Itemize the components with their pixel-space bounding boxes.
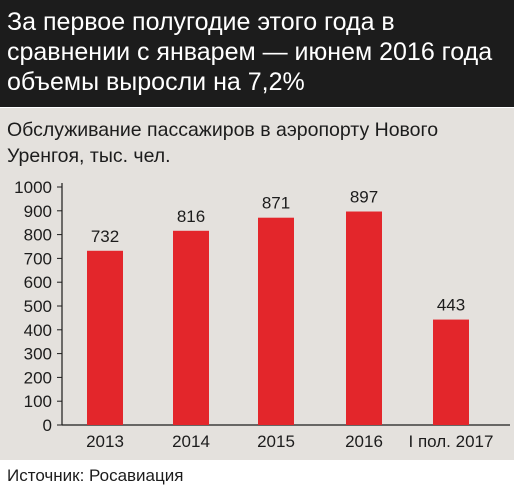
chart-panel: [0, 108, 514, 460]
y-tick-label: 0: [43, 416, 52, 435]
data-label: 816: [177, 207, 205, 226]
bar: [433, 319, 469, 425]
headline: За первое полугодие этого года в сравнен…: [7, 8, 493, 96]
x-category-label: 2016: [345, 432, 383, 451]
bar: [173, 230, 209, 425]
data-label: 443: [437, 296, 465, 315]
x-category-label: 2014: [172, 432, 210, 451]
y-tick-label: 900: [24, 202, 52, 221]
x-category-label: I пол. 2017: [409, 432, 494, 451]
data-label: 871: [262, 194, 290, 213]
x-category-label: 2015: [257, 432, 295, 451]
chart-title: Обслуживание пассажиров в аэропорту Ново…: [7, 119, 439, 167]
source-note: Источник: Росавиация: [7, 466, 184, 485]
y-tick-label: 300: [24, 345, 52, 364]
y-tick-label: 700: [24, 249, 52, 268]
y-tick-label: 800: [24, 226, 52, 245]
x-category-label: 2013: [86, 432, 124, 451]
y-tick-label: 500: [24, 297, 52, 316]
bar: [87, 250, 123, 425]
y-tick-label: 200: [24, 368, 52, 387]
y-tick-label: 600: [24, 273, 52, 292]
y-tick-label: 1000: [14, 178, 52, 197]
y-tick-label: 400: [24, 321, 52, 340]
data-label: 897: [350, 188, 378, 207]
bar: [258, 217, 294, 425]
y-tick-label: 100: [24, 392, 52, 411]
bar: [346, 211, 382, 425]
data-label: 732: [91, 227, 119, 246]
header-banner: [0, 0, 514, 107]
